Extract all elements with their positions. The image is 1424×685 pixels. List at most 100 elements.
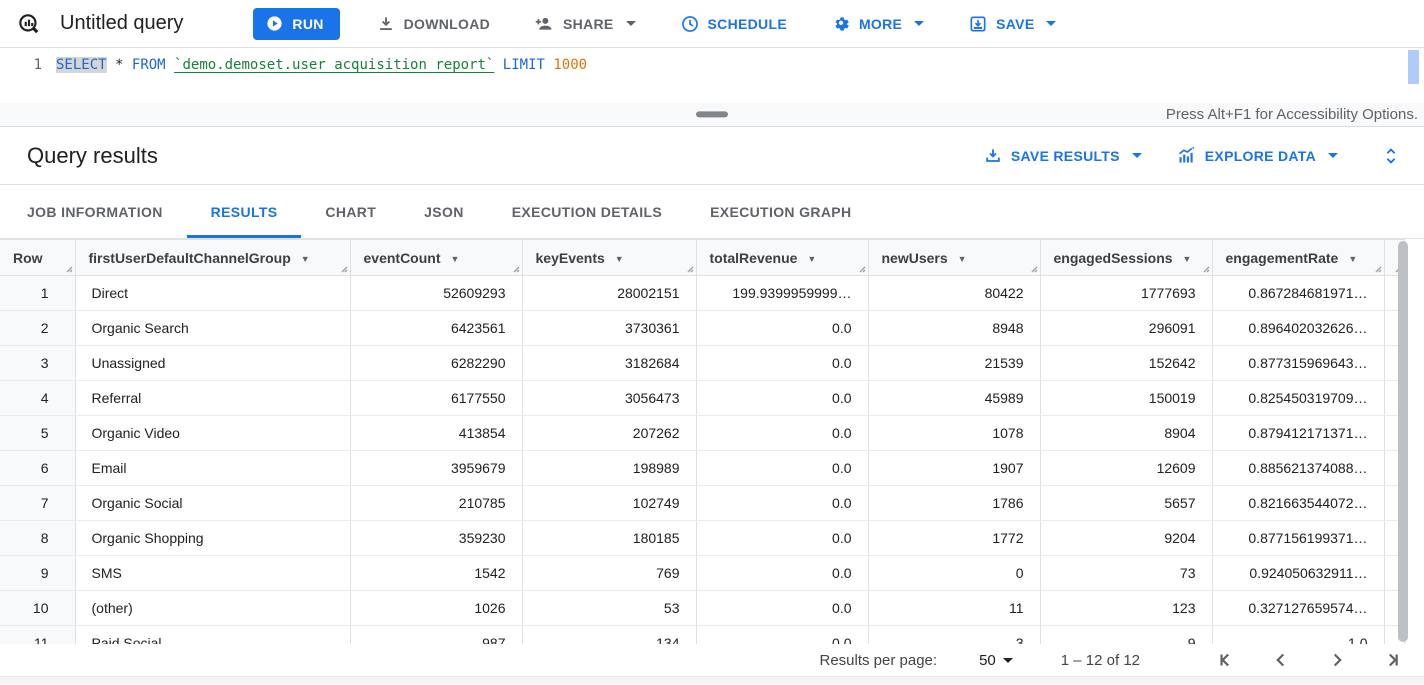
column-resize-handle[interactable] [510, 263, 520, 273]
cell: 21539 [868, 345, 1041, 381]
column-menu-button[interactable]: ▼ [450, 253, 460, 264]
column-header[interactable]: Row [0, 239, 76, 276]
splitter-drag-handle[interactable] [696, 110, 728, 117]
cell: 3730361 [522, 310, 697, 346]
cell: Organic Search [75, 310, 351, 346]
first-page-button[interactable] [1214, 647, 1236, 673]
editor-scrollbar[interactable] [1408, 50, 1419, 84]
row-number-cell: 9 [0, 555, 76, 591]
tab-chart[interactable]: CHART [325, 203, 377, 220]
tab-results[interactable]: RESULTS [186, 185, 302, 238]
query-tab-icon [16, 11, 42, 37]
column-menu-button[interactable]: ▼ [807, 253, 817, 264]
horizontal-scrollbar-track[interactable] [0, 676, 1424, 684]
schedule-button[interactable]: SCHEDULE [672, 6, 795, 42]
column-label: totalRevenue [709, 249, 798, 266]
column-menu-button[interactable]: ▼ [614, 253, 624, 264]
column-header[interactable]: newUsers ▼ [868, 239, 1041, 276]
download-button[interactable]: DOWNLOAD [368, 6, 498, 42]
query-toolbar: Untitled query RUN DOWNLOAD SHARE [0, 0, 1424, 48]
results-tbody: 1 Direct 52609293 28002151 199.9399959999… 80… [0, 275, 1405, 644]
pagination-range: 1 – 12 of 12 [1060, 651, 1140, 669]
row-number-cell: 2 [0, 310, 76, 346]
column-resize-handle[interactable] [63, 263, 73, 273]
save-icon [968, 14, 988, 34]
share-button[interactable]: SHARE [526, 6, 644, 42]
column-resize-handle[interactable] [684, 263, 694, 273]
cell: Unassigned [75, 345, 351, 381]
results-table-container: Row firstUserDefaultChannelGroup ▼ eventCou… [0, 239, 1424, 644]
column-label: engagedSessions [1053, 249, 1173, 266]
expand-panel-button[interactable] [1378, 143, 1404, 169]
column-label: eventCount [363, 249, 441, 266]
sql-code-line[interactable]: SELECT * FROM `demo.demoset.user_acquisi… [56, 54, 587, 76]
column-resize-handle[interactable] [1372, 263, 1382, 273]
first-page-icon [1220, 653, 1229, 667]
row-number-cell: 8 [0, 520, 76, 556]
cell: 0.0 [696, 345, 869, 381]
column-menu-button[interactable]: ▼ [957, 253, 967, 264]
column-header[interactable]: engagedSessions ▼ [1040, 239, 1213, 276]
cell: 11 [868, 590, 1041, 626]
cell: 0.0 [696, 380, 869, 416]
column-label: engagementRate [1225, 249, 1339, 266]
more-button[interactable]: MORE [823, 6, 932, 42]
cell: 1078 [868, 415, 1041, 451]
cell: 9204 [1040, 520, 1213, 556]
cell: 1.0 [1212, 625, 1385, 644]
cell: 3959679 [350, 450, 523, 486]
tab-execution-details[interactable]: EXECUTION DETAILS [511, 203, 663, 220]
column-header[interactable]: firstUserDefaultChannelGroup ▼ [75, 239, 351, 276]
column-header[interactable]: totalRevenue ▼ [696, 239, 869, 276]
column-label: Row [13, 249, 43, 266]
cell: 73 [1040, 555, 1213, 591]
cell: 0.924050632911… [1212, 555, 1385, 591]
column-resize-handle[interactable] [856, 263, 866, 273]
cell: 180185 [522, 520, 697, 556]
table-scrollbar[interactable] [1398, 241, 1408, 642]
column-menu-button[interactable]: ▼ [1182, 253, 1192, 264]
query-results-title: Query results [27, 142, 158, 168]
tab-execution-graph[interactable]: EXECUTION GRAPH [710, 203, 852, 220]
save-button[interactable]: SAVE [960, 6, 1064, 42]
cell: 198989 [522, 450, 697, 486]
cell: 1026 [350, 590, 523, 626]
cell: 199.9399959999… [696, 275, 869, 311]
column-menu-button[interactable]: ▼ [300, 253, 310, 264]
sql-editor[interactable]: 1 SELECT * FROM `demo.demoset.user_acqui… [0, 48, 1424, 103]
last-page-button[interactable] [1382, 647, 1404, 673]
cell: 0.879412171371… [1212, 415, 1385, 451]
column-resize-handle[interactable] [1200, 263, 1210, 273]
column-resize-handle[interactable] [1028, 263, 1038, 273]
column-header[interactable]: engagementRate ▼ [1212, 239, 1385, 276]
cell: 413854 [350, 415, 523, 451]
sql-token: * [115, 57, 124, 73]
chart-insights-icon [1176, 145, 1197, 166]
cell: 0.825450319709… [1212, 380, 1385, 416]
row-number-cell: 4 [0, 380, 76, 416]
save-results-button[interactable]: SAVE RESULTS [983, 146, 1142, 166]
query-title: Untitled query [60, 12, 184, 34]
row-number-cell: 7 [0, 485, 76, 521]
page-size-select[interactable]: 50 [979, 652, 1013, 669]
column-header[interactable]: keyEvents ▼ [522, 239, 697, 276]
cell: 1777693 [1040, 275, 1213, 311]
column-header[interactable]: eventCount ▼ [350, 239, 523, 276]
tab-json[interactable]: JSON [424, 203, 464, 220]
clock-icon [680, 14, 700, 34]
tab-job-information[interactable]: JOB INFORMATION [27, 203, 163, 220]
table-row: 6 Email 3959679 198989 0.0 1907 12609 0.8856213… [0, 450, 1405, 486]
chevron-down-icon [1131, 153, 1142, 158]
explore-data-button[interactable]: EXPLORE DATA [1176, 145, 1338, 166]
prev-page-button[interactable] [1270, 647, 1292, 673]
pagination-footer: Results per page: 50 1 – 12 of 12 [0, 644, 1424, 676]
next-page-button[interactable] [1326, 647, 1348, 673]
run-button[interactable]: RUN [253, 7, 340, 40]
cell: 3182684 [522, 345, 697, 381]
cell: Paid Social [75, 625, 351, 644]
cell: 0.0 [696, 415, 869, 451]
cell: 80422 [868, 275, 1041, 311]
cell: 1772 [868, 520, 1041, 556]
column-menu-button[interactable]: ▼ [1348, 253, 1358, 264]
column-resize-handle[interactable] [338, 263, 348, 273]
